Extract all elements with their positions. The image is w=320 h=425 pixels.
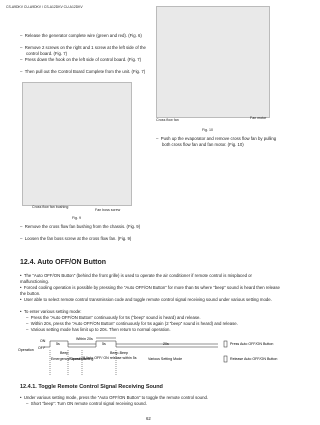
mode-label: Emergency Operation <box>51 357 86 361</box>
sub-step: Press the “Auto OFF/ON Button” continuou… <box>26 315 288 321</box>
step: Then pull out the Control Board Complete… <box>20 69 154 75</box>
bullet: User able to select remote control trans… <box>20 297 282 303</box>
bullet: Forced cooling operation is possible by … <box>20 285 282 296</box>
photo <box>22 82 132 206</box>
label: Cross flow fan bushing <box>32 205 69 209</box>
time-label: 5s <box>56 342 60 346</box>
page: CS-A9DKV CU-A9DKV / CS-A12DKV CU-A12DKV … <box>0 0 300 425</box>
bullet: The “Auto OFF/ON Button” (behind the fro… <box>20 273 282 284</box>
step: Remove 2 screws on the right and 1 screw… <box>20 45 154 56</box>
sub-step: Within 20s, press the “Auto OFF/ON Butto… <box>26 321 288 327</box>
off-label: OFF <box>38 346 46 350</box>
caption: Fig. 9 <box>72 216 81 220</box>
caption: Fig. 10 <box>202 128 213 132</box>
step: Loosen the fan boss screw at the cross f… <box>20 236 154 242</box>
mode-label: If Auto OFF/ ON release within 5s <box>83 356 137 360</box>
beep-label: Beep <box>60 351 68 355</box>
time-label: 20s <box>163 342 169 346</box>
bullet: To enter various setting mode: <box>20 309 282 315</box>
legend-label: Press Auto OFF/ON Button <box>230 342 273 346</box>
sub-step: Short “beep”: Turn ON remote control sig… <box>26 401 288 407</box>
beep-label: Beep-Beep <box>110 351 128 355</box>
legend-label: Release Auto OFF/ON Button <box>230 357 277 361</box>
bullet: Under various setting mode, press the “A… <box>20 395 282 401</box>
time-label: Within 20s <box>76 337 93 341</box>
page-number: 62 <box>146 416 151 421</box>
timing-diagram: ON OFF Operation 5s Within 20s 5s 20s Be… <box>18 337 277 376</box>
photo <box>156 6 270 118</box>
label: Fan motor <box>250 116 267 120</box>
mode-label: Forced Cooling <box>69 357 93 361</box>
header: CS-A9DKV CU-A9DKV / CS-A12DKV CU-A12DKV <box>6 5 83 9</box>
operation-label: Operation <box>18 348 34 352</box>
section-title: 12.4. Auto OFF/ON Button <box>20 259 107 266</box>
step: Press down the hook on the left side of … <box>20 57 154 63</box>
step: Release the generator complete wire (gre… <box>20 33 154 39</box>
subsection-title: 12.4.1. Toggle Remote Control Signal Rec… <box>20 384 163 390</box>
step: Push up the evaporator and remove cross … <box>156 136 282 147</box>
mode-label: Various Setting Mode <box>148 357 182 361</box>
time-label: 5s <box>102 342 106 346</box>
label: Cross flow fan <box>156 118 179 122</box>
label: Fan boss screw <box>95 208 121 212</box>
on-label: ON <box>40 339 46 343</box>
step: Remove the cross flow fan bushing from t… <box>20 224 154 230</box>
sub-step: Various setting mode has limit up to 20s… <box>26 327 288 333</box>
